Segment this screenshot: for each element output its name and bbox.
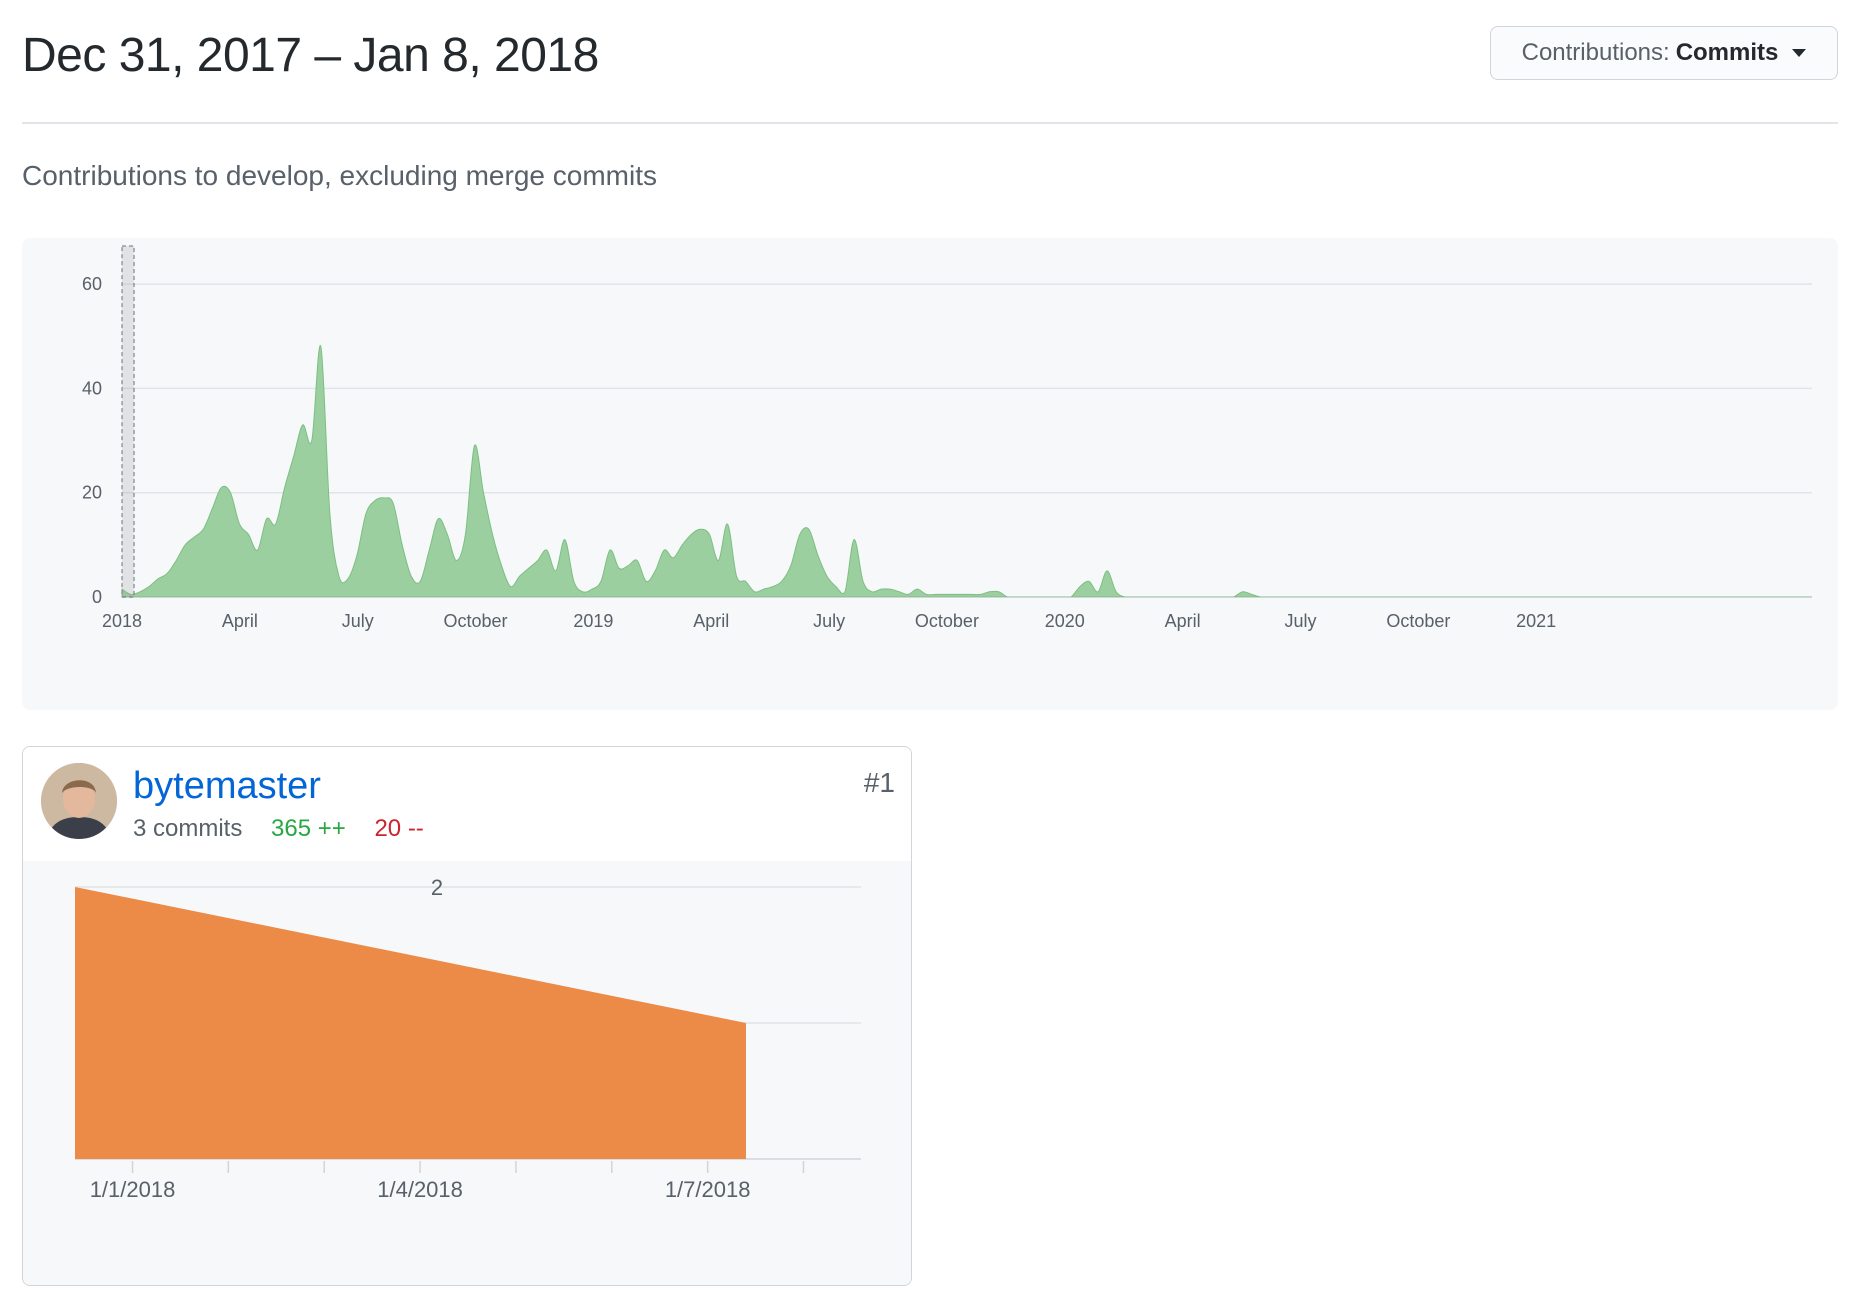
contributor-area-series xyxy=(75,887,746,1159)
x-tick-label: 1/7/2018 xyxy=(665,1177,751,1202)
avatar-image xyxy=(41,763,117,839)
selected-range-brush xyxy=(121,245,135,598)
y-tick-label: 60 xyxy=(82,274,102,294)
y-tick-label: 0 xyxy=(92,587,102,607)
y-tick-label: 40 xyxy=(82,378,102,398)
x-tick-label: 2021 xyxy=(1516,611,1556,631)
chart-subtitle: Contributions to develop, excluding merg… xyxy=(22,160,657,191)
x-tick-label: October xyxy=(444,611,508,631)
commits-area-series xyxy=(121,345,1812,598)
x-tick-label: 2019 xyxy=(573,611,613,631)
commit-count: 3 commits xyxy=(133,815,243,842)
header: Dec 31, 2017 – Jan 8, 2018 Contributions… xyxy=(22,26,1838,124)
x-tick-label: April xyxy=(693,611,729,631)
x-tick-label: 2018 xyxy=(102,611,142,631)
contributor-card: bytemaster 3 commits 365 ++ 20 -- #1 2 1/… xyxy=(22,746,912,1286)
main-contributions-chart: 0 20 40 60 2018 April July October 2019 April July… xyxy=(22,238,1838,710)
x-tick-label: April xyxy=(222,611,258,631)
x-tick-label: 2020 xyxy=(1045,611,1085,631)
contributions-value: Commits xyxy=(1675,39,1779,66)
main-chart-svg[interactable]: 0 20 40 60 2018 April July October 2019 April July… xyxy=(22,238,1838,710)
deletions-count: 20 -- xyxy=(374,815,424,842)
chevron-down-icon xyxy=(1792,49,1807,57)
x-tick-label: 1/1/2018 xyxy=(90,1177,176,1202)
contributions-label: Contributions: xyxy=(1521,39,1670,66)
additions-count: 365 ++ xyxy=(271,815,346,842)
contributor-chart: 2 1/1/2018 1/4/2018 1/7/2018 xyxy=(23,861,911,1285)
x-tick-label: July xyxy=(342,611,374,631)
x-tick-label: April xyxy=(1165,611,1201,631)
contributor-stats: 3 commits 365 ++ 20 -- xyxy=(133,815,424,843)
y-tick-label: 2 xyxy=(431,875,443,900)
contributor-rank: #1 xyxy=(863,767,895,798)
date-range-title: Dec 31, 2017 – Jan 8, 2018 xyxy=(22,29,599,82)
contributor-chart-svg: 2 1/1/2018 1/4/2018 1/7/2018 xyxy=(75,875,861,1202)
avatar[interactable] xyxy=(41,763,117,839)
x-tick-label: July xyxy=(1284,611,1316,631)
y-tick-label: 20 xyxy=(82,483,102,503)
contributions-dropdown[interactable]: Contributions: Commits xyxy=(1490,26,1838,80)
x-tick-label: 1/4/2018 xyxy=(377,1177,463,1202)
x-tick-label: July xyxy=(813,611,845,631)
contributor-username-link[interactable]: bytemaster xyxy=(133,765,321,807)
x-tick-label: October xyxy=(915,611,979,631)
x-tick-label: October xyxy=(1386,611,1450,631)
contributor-card-header: bytemaster 3 commits 365 ++ 20 -- #1 xyxy=(23,747,911,862)
